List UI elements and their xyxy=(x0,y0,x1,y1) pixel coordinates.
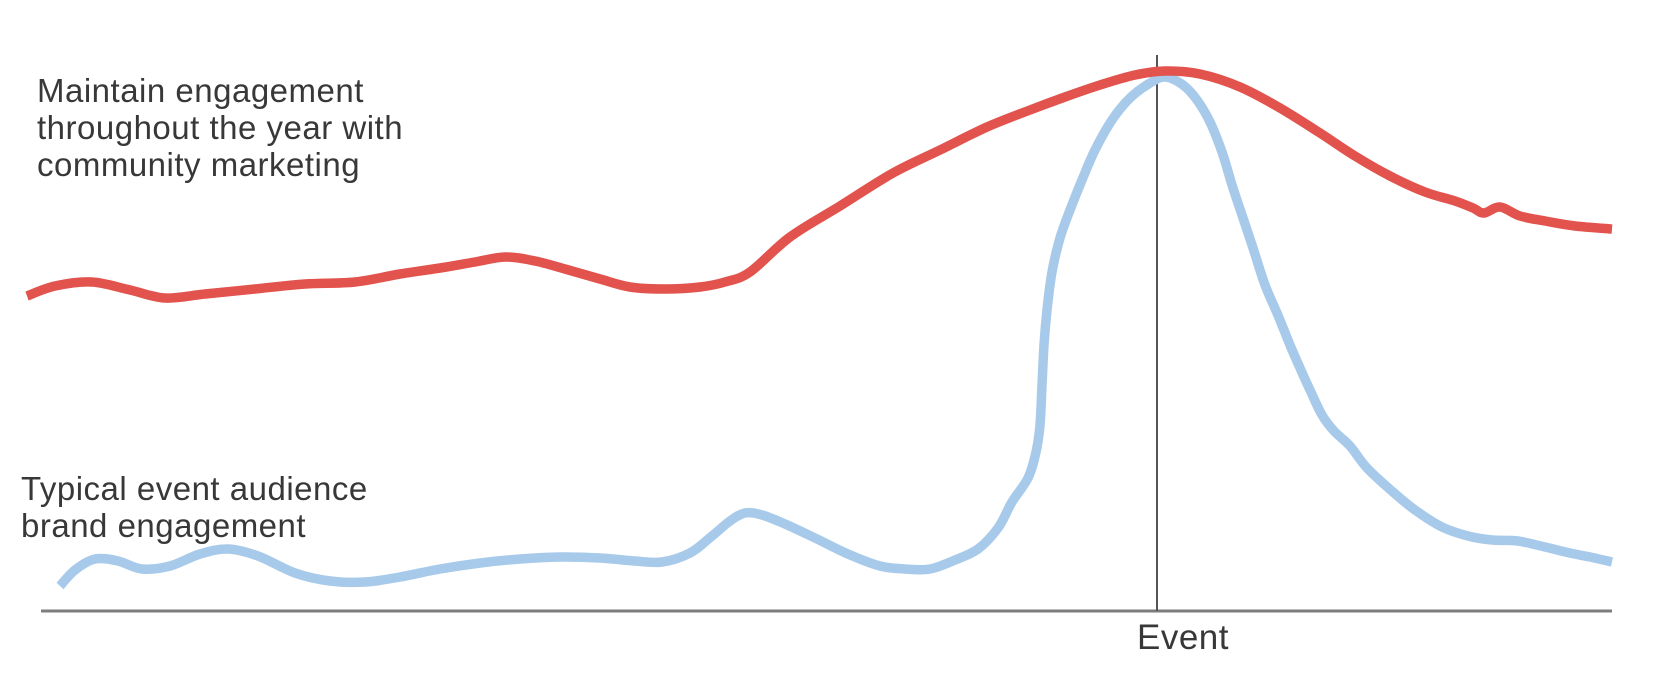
community-marketing-curve xyxy=(25,66,1613,303)
red-series-label-line: Maintain engagement xyxy=(37,72,364,109)
blue-series-label-line: Typical event audience xyxy=(21,470,368,507)
event-axis-label: Event xyxy=(1137,618,1229,657)
blue-series-label-line: brand engagement xyxy=(21,507,307,544)
red-series-label-line: throughout the year with xyxy=(37,109,404,146)
event-audience-curve xyxy=(56,72,1614,590)
blue-series-label: Typical event audience brand engagement xyxy=(21,470,368,544)
red-series-label-line: community marketing xyxy=(37,146,361,183)
red-series-label: Maintain engagement throughout the year … xyxy=(37,72,403,183)
